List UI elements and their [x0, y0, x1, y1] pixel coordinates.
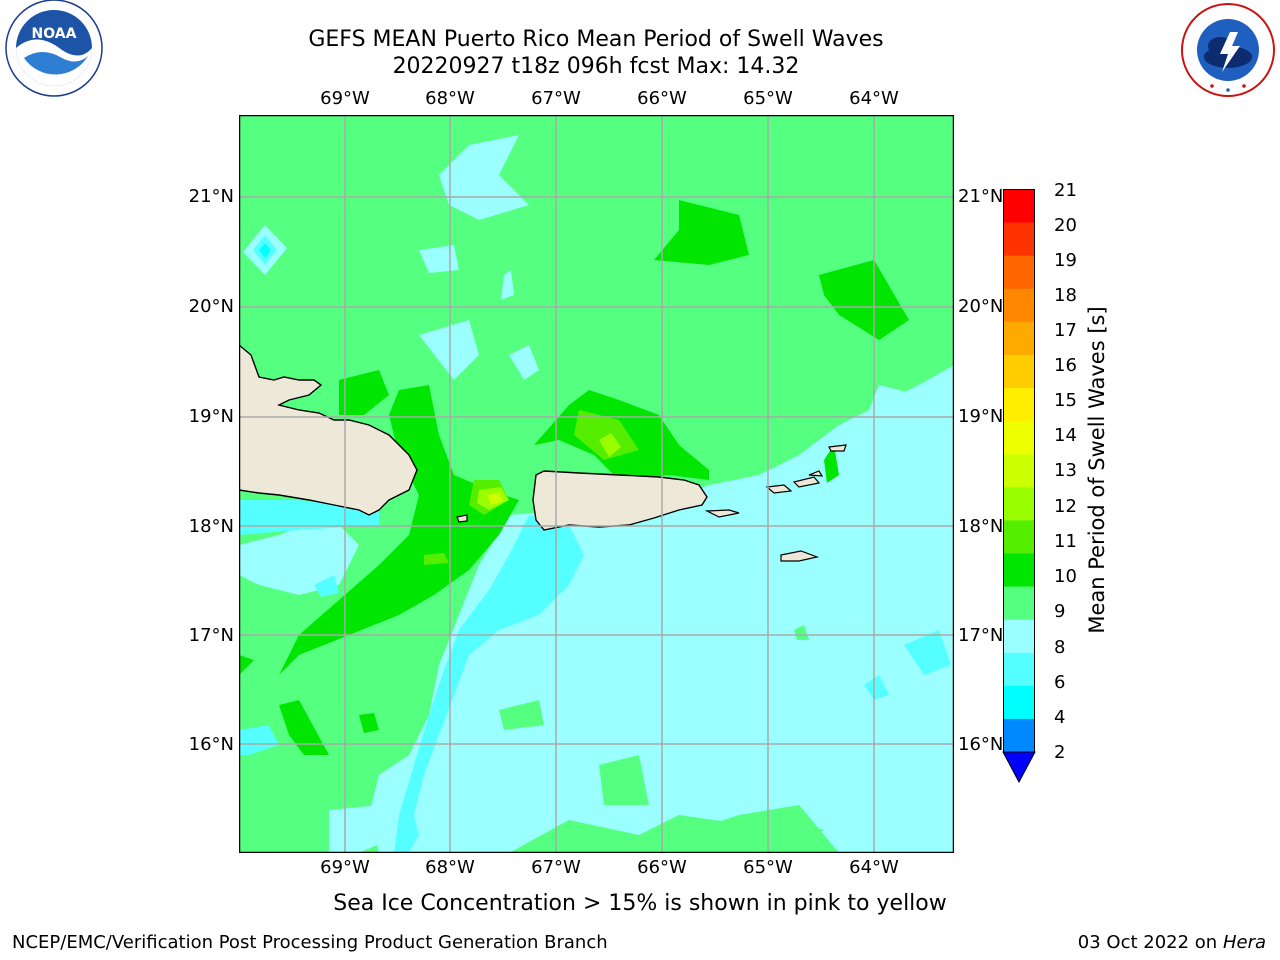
lat-label-right: 21°N [958, 186, 1004, 207]
chart-subtitle: 20220927 t18z 096h fcst Max: 14.32 [392, 54, 800, 79]
footer-date: 03 Oct 2022 on Hera [1077, 932, 1266, 953]
land-puerto-rico [532, 470, 708, 531]
colorbar-tick: 11 [1054, 531, 1077, 552]
lon-label-bottom: 64°W [849, 857, 899, 878]
colorbar-tick: 8 [1054, 637, 1066, 658]
colorbar-tick: 9 [1054, 601, 1066, 622]
swell-contour-6-8 [394, 515, 584, 853]
colorbar-band [1003, 619, 1035, 654]
colorbar-band [1003, 652, 1035, 687]
colorbar-tick: 4 [1054, 707, 1066, 728]
colorbar-tick: 14 [1054, 425, 1077, 446]
colorbar-band [1003, 288, 1035, 323]
lon-label-top: 69°W [320, 88, 370, 109]
colorbar-tick: 2 [1054, 742, 1066, 763]
colorbar-tick: 15 [1054, 390, 1077, 411]
nws-logo-icon [1181, 3, 1275, 97]
colorbar-band [1003, 321, 1035, 356]
lat-label-right: 17°N [958, 625, 1004, 646]
lat-label-left: 20°N [188, 296, 234, 317]
colorbar-band [1003, 487, 1035, 521]
lat-label-left: 21°N [188, 186, 234, 207]
colorbar-band [1003, 222, 1035, 257]
colorbar-tick: 12 [1054, 496, 1077, 517]
colorbar-band [1003, 553, 1035, 588]
colorbar-band [1003, 520, 1035, 555]
lon-label-top: 68°W [425, 88, 475, 109]
colorbar-tick: 19 [1054, 250, 1077, 271]
footer-credit: NCEP/EMC/Verification Post Processing Pr… [12, 932, 608, 953]
svg-text:NOAA: NOAA [32, 26, 77, 42]
colorbar-tick: 21 [1054, 180, 1077, 201]
lat-label-left: 18°N [188, 516, 234, 537]
lon-label-bottom: 66°W [637, 857, 687, 878]
lon-label-bottom: 67°W [531, 857, 581, 878]
colorbar-tick: 16 [1054, 355, 1077, 376]
lat-label-right: 16°N [958, 734, 1004, 755]
lat-label-left: 16°N [188, 734, 234, 755]
swell-contour-10-11 [339, 370, 389, 415]
lon-label-bottom: 68°W [425, 857, 475, 878]
colorbar [1002, 189, 1036, 784]
lat-label-right: 18°N [958, 516, 1004, 537]
colorbar-band [1003, 454, 1035, 488]
colorbar-band [1003, 388, 1035, 422]
lat-label-right: 19°N [958, 406, 1004, 427]
noaa-logo-icon: NOAA [5, 0, 103, 97]
colorbar-tick: 18 [1054, 285, 1077, 306]
swell-period-map [239, 115, 954, 853]
lon-label-top: 65°W [743, 88, 793, 109]
lat-label-right: 20°N [958, 296, 1004, 317]
lat-label-left: 17°N [188, 625, 234, 646]
colorbar-tick: 20 [1054, 215, 1077, 236]
colorbar-tick: 6 [1054, 672, 1066, 693]
colorbar-band [1003, 189, 1035, 224]
lat-label-left: 19°N [188, 406, 234, 427]
colorbar-band [1003, 685, 1035, 720]
lon-label-top: 66°W [637, 88, 687, 109]
colorbar-title: Mean Period of Swell Waves [s] [1085, 306, 1109, 634]
colorbar-tick: 17 [1054, 320, 1077, 341]
lon-label-bottom: 65°W [743, 857, 793, 878]
colorbar-tick: 10 [1054, 566, 1077, 587]
colorbar-band [1003, 255, 1035, 290]
land-hispaniola [239, 344, 418, 516]
lon-label-top: 64°W [849, 88, 899, 109]
colorbar-band [1003, 354, 1035, 389]
sea-ice-note: Sea Ice Concentration > 15% is shown in … [333, 891, 947, 916]
lon-label-top: 67°W [531, 88, 581, 109]
chart-title: GEFS MEAN Puerto Rico Mean Period of Swe… [308, 27, 884, 52]
colorbar-band [1003, 421, 1035, 455]
lon-label-bottom: 69°W [320, 857, 370, 878]
colorbar-band [1003, 586, 1035, 621]
colorbar-band [1003, 718, 1035, 753]
colorbar-tick: 13 [1054, 460, 1077, 481]
footer-host: Hera [1222, 932, 1266, 953]
